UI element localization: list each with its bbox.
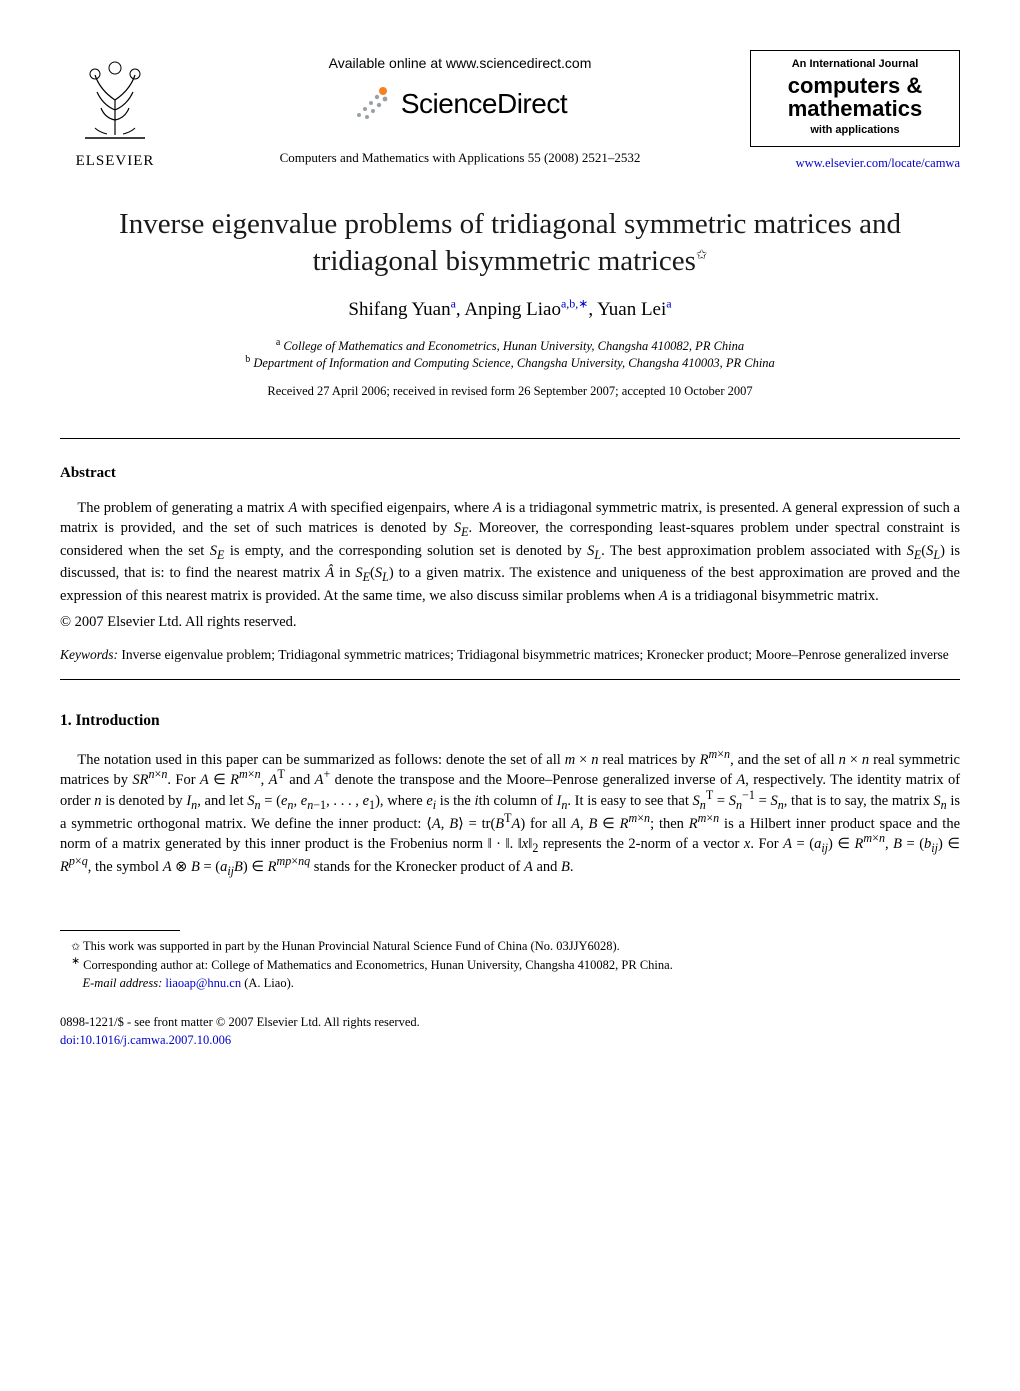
- abstract-section: Abstract The problem of generating a mat…: [60, 463, 960, 632]
- footnote-funding-text: This work was supported in part by the H…: [83, 939, 620, 953]
- email-who: (A. Liao).: [244, 976, 294, 990]
- abstract-heading: Abstract: [60, 463, 960, 484]
- journal-box-sub: with applications: [759, 123, 951, 138]
- header-right: An International Journal computers & mat…: [750, 50, 960, 172]
- title-footnote-star: ✩: [696, 247, 707, 262]
- email-label: E-mail address:: [83, 976, 163, 990]
- keywords-text: Inverse eigenvalue problem; Tridiagonal …: [118, 647, 949, 662]
- footnote-funding: ✩ This work was supported in part by the…: [60, 937, 960, 955]
- front-matter: 0898-1221/$ - see front matter © 2007 El…: [60, 1014, 960, 1032]
- title-line1: Inverse eigenvalue problems of tridiagon…: [119, 208, 901, 240]
- keywords-label: Keywords:: [60, 647, 118, 662]
- affiliation-b: b Department of Information and Computin…: [60, 355, 960, 373]
- page-header: ELSEVIER Available online at www.science…: [60, 50, 960, 172]
- abstract-copyright: © 2007 Elsevier Ltd. All rights reserved…: [60, 612, 960, 632]
- affiliations: a College of Mathematics and Econometric…: [60, 338, 960, 373]
- elsevier-logo-block: ELSEVIER: [60, 50, 170, 172]
- footnote-rule: [60, 930, 180, 931]
- author-2: Anping Liao: [464, 299, 561, 320]
- footnote-corresponding: ∗ Corresponding author at: College of Ma…: [60, 956, 960, 974]
- title-line2: tridiagonal bisymmetric matrices: [313, 245, 696, 277]
- affiliation-a-text: College of Mathematics and Econometrics,…: [283, 339, 744, 353]
- rule-below-keywords: [60, 679, 960, 680]
- journal-title-box: An International Journal computers & mat…: [750, 50, 960, 147]
- footnotes: ✩ This work was supported in part by the…: [60, 930, 960, 992]
- journal-reference: Computers and Mathematics with Applicati…: [170, 149, 750, 167]
- affiliation-b-text: Department of Information and Computing …: [253, 356, 775, 370]
- section-1-heading: 1. Introduction: [60, 710, 960, 732]
- sciencedirect-text: ScienceDirect: [401, 84, 567, 123]
- available-online-text: Available online at www.sciencedirect.co…: [170, 54, 750, 74]
- keywords: Keywords: Inverse eigenvalue problem; Tr…: [60, 646, 960, 665]
- header-center: Available online at www.sciencedirect.co…: [170, 50, 750, 167]
- sciencedirect-logo: ScienceDirect: [353, 84, 567, 123]
- journal-homepage-link[interactable]: www.elsevier.com/locate/camwa: [750, 155, 960, 173]
- author-1-affil: a: [451, 297, 456, 311]
- journal-box-line2: mathematics: [759, 97, 951, 120]
- affiliation-a: a College of Mathematics and Econometric…: [60, 338, 960, 356]
- journal-box-line1: computers &: [759, 74, 951, 97]
- footnote-corresponding-text: Corresponding author at: College of Math…: [83, 958, 673, 972]
- author-3: Yuan Lei: [597, 299, 666, 320]
- email-link[interactable]: liaoap@hnu.cn: [165, 976, 241, 990]
- abstract-body: The problem of generating a matrix A wit…: [60, 498, 960, 606]
- elsevier-label: ELSEVIER: [60, 151, 170, 172]
- article-dates: Received 27 April 2006; received in revi…: [60, 383, 960, 401]
- authors: Shifang Yuana, Anping Liaoa,b,∗, Yuan Le…: [60, 297, 960, 324]
- page-footer: 0898-1221/$ - see front matter © 2007 El…: [60, 1014, 960, 1049]
- abstract-text: The problem of generating a matrix A wit…: [60, 498, 960, 606]
- sciencedirect-dots-icon: [353, 85, 393, 121]
- section-1-body: The notation used in this paper can be s…: [60, 750, 960, 881]
- author-3-affil: a: [666, 297, 671, 311]
- article-title: Inverse eigenvalue problems of tridiagon…: [60, 206, 960, 279]
- rule-above-abstract: [60, 438, 960, 439]
- author-2-affil: a,b,∗: [561, 297, 588, 311]
- footnote-email: E-mail address: liaoap@hnu.cn (A. Liao).: [60, 974, 960, 992]
- author-1: Shifang Yuan: [348, 299, 450, 320]
- intro-paragraph: The notation used in this paper can be s…: [60, 750, 960, 881]
- elsevier-tree-icon: [75, 50, 155, 140]
- doi-link[interactable]: doi:10.1016/j.camwa.2007.10.006: [60, 1032, 960, 1050]
- journal-box-top: An International Journal: [759, 57, 951, 72]
